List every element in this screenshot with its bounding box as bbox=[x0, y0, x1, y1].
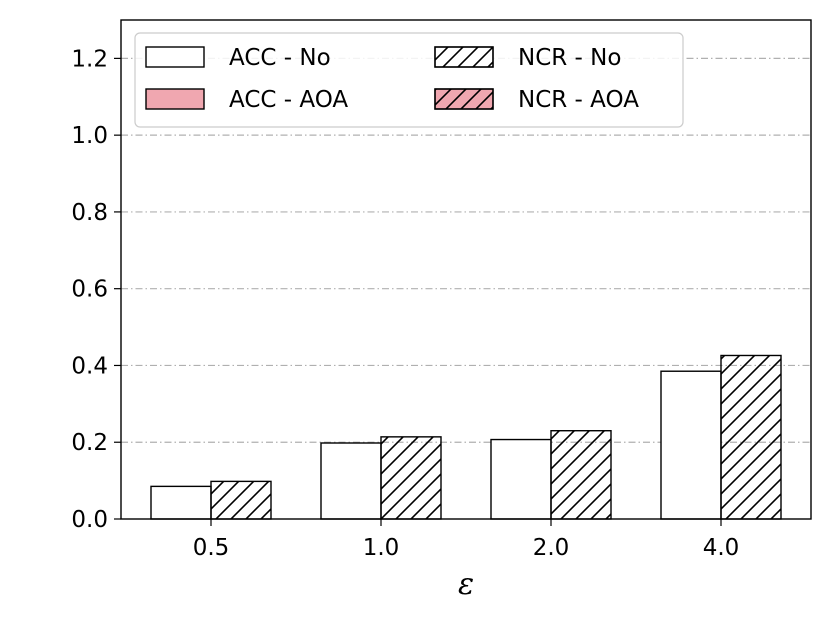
legend-swatch bbox=[145, 88, 205, 110]
plot-frame bbox=[120, 19, 812, 520]
bar-acc-no bbox=[320, 442, 382, 520]
y-tick-label: 0.8 bbox=[71, 200, 108, 226]
bar-ncr-no bbox=[720, 354, 782, 520]
legend-label: ACC - AOA bbox=[229, 87, 348, 113]
y-tick-label: 0.2 bbox=[71, 430, 108, 456]
bar-acc-no bbox=[660, 370, 722, 520]
bar-acc-no bbox=[150, 485, 212, 520]
bar-ncr-no bbox=[380, 436, 442, 520]
y-tick-label: 1.2 bbox=[71, 46, 108, 72]
legend-swatch bbox=[145, 46, 205, 68]
bar-ncr-no bbox=[210, 480, 272, 520]
axes: 0.0 0.2 0.4 0.6 0.8 1.0 1.2 0.5 1.0 2.0 4.0 bbox=[71, 19, 812, 561]
x-tick-label: 1.0 bbox=[363, 535, 400, 561]
bar-ncr-no bbox=[550, 430, 612, 520]
y-tick-label: 0.4 bbox=[71, 353, 108, 379]
y-tick-label: 0.6 bbox=[71, 277, 108, 303]
x-tick-label: 0.5 bbox=[193, 535, 230, 561]
legend: ACC - No ACC - AOA NCR - No NCR - AOA bbox=[134, 32, 684, 128]
x-axis-title: ε bbox=[458, 567, 474, 602]
bar-acc-no bbox=[490, 438, 552, 520]
legend-label: ACC - No bbox=[229, 45, 331, 71]
legend-label: NCR - No bbox=[518, 45, 621, 71]
legend-label: NCR - AOA bbox=[518, 87, 639, 113]
y-tick-label: 1.0 bbox=[71, 123, 108, 149]
legend-box bbox=[134, 32, 684, 128]
x-tick-label: 2.0 bbox=[533, 535, 570, 561]
x-tick-label: 4.0 bbox=[703, 535, 740, 561]
legend-swatch-hatch bbox=[434, 88, 494, 110]
bars bbox=[150, 354, 782, 520]
legend-swatch-hatch bbox=[434, 46, 494, 68]
y-tick-label: 0.0 bbox=[71, 507, 108, 533]
